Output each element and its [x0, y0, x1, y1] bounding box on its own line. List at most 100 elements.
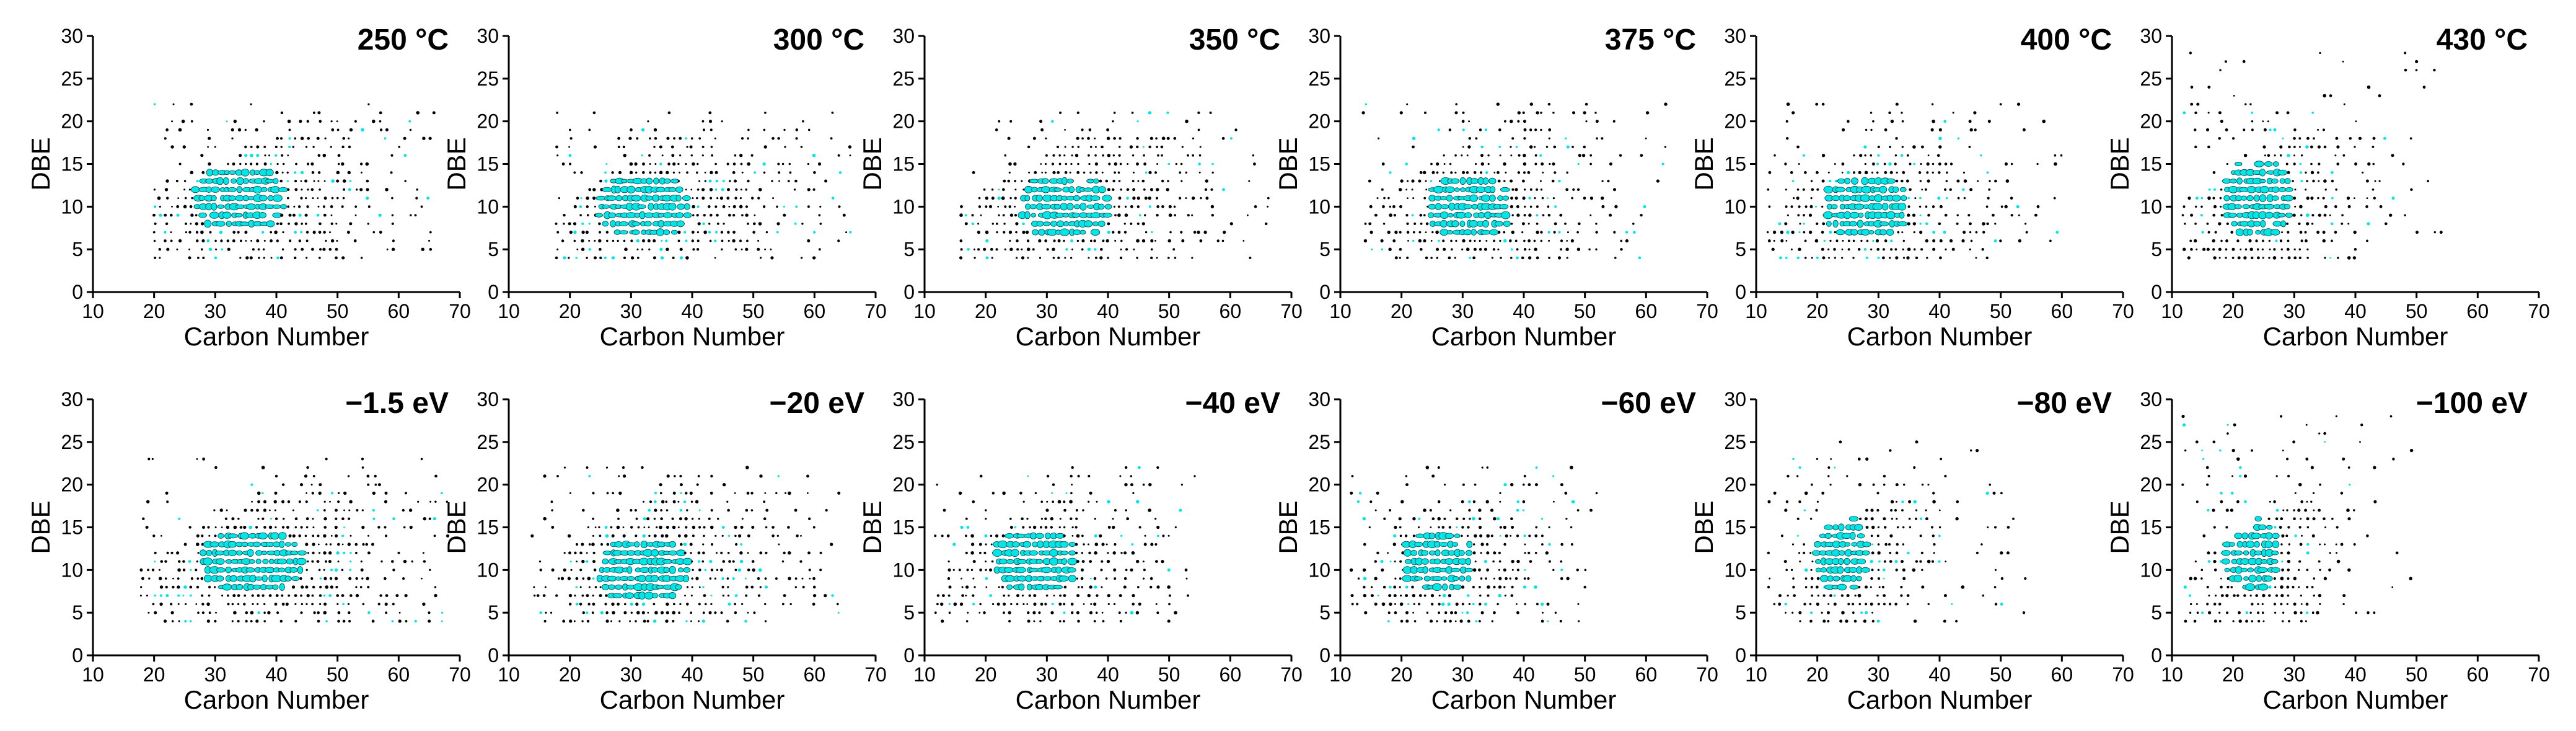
data-point — [306, 603, 308, 606]
data-point — [1493, 171, 1496, 174]
data-point — [838, 171, 842, 174]
data-point — [1861, 177, 1869, 185]
data-point — [1001, 534, 1005, 538]
data-point — [274, 509, 276, 512]
data-point — [1907, 551, 1910, 554]
data-point — [1112, 551, 1116, 555]
data-point — [1252, 154, 1255, 157]
data-point — [1089, 611, 1093, 614]
data-point — [1486, 466, 1489, 469]
data-point — [2190, 86, 2194, 89]
data-point — [224, 517, 227, 520]
data-point — [1609, 162, 1612, 166]
data-point — [197, 257, 200, 259]
data-point — [405, 492, 407, 495]
data-point — [1891, 195, 1901, 202]
data-point — [959, 213, 963, 217]
data-point — [2196, 102, 2200, 106]
data-point — [335, 534, 338, 538]
data-point — [276, 611, 279, 614]
data-point — [1247, 214, 1249, 216]
data-point — [154, 560, 156, 562]
data-point — [298, 239, 301, 242]
data-point — [188, 188, 191, 191]
data-point — [1938, 534, 1941, 538]
data-point — [776, 205, 778, 208]
data-point — [661, 534, 664, 538]
data-point — [1099, 179, 1102, 183]
data-point — [1919, 197, 1922, 200]
data-point — [1070, 257, 1073, 259]
data-point — [660, 509, 662, 512]
data-point — [646, 517, 650, 521]
data-point — [317, 543, 320, 546]
data-point — [675, 584, 682, 590]
data-point — [737, 568, 742, 572]
data-point — [1079, 202, 1087, 211]
data-point — [2378, 94, 2381, 97]
data-point — [726, 619, 729, 623]
data-point — [434, 474, 437, 478]
data-point — [1130, 568, 1133, 572]
data-point — [763, 128, 766, 131]
data-point — [660, 611, 664, 614]
data-point — [1802, 154, 1805, 157]
data-point — [1451, 248, 1453, 251]
data-point — [245, 567, 255, 573]
x-tick-label: 50 — [1990, 300, 2012, 322]
data-point — [1383, 223, 1386, 225]
data-point — [1077, 146, 1080, 148]
data-point — [1119, 594, 1122, 598]
data-point — [745, 508, 749, 512]
data-point — [1895, 102, 1899, 106]
data-point — [1089, 146, 1092, 148]
data-point — [1052, 154, 1055, 157]
data-point — [1431, 603, 1434, 606]
data-point — [1209, 111, 1212, 114]
data-point — [322, 247, 326, 251]
data-point — [1441, 576, 1448, 581]
data-point — [2293, 509, 2295, 512]
data-point — [1421, 558, 1429, 565]
data-point — [1180, 484, 1183, 486]
data-point — [250, 146, 253, 148]
data-point — [316, 136, 320, 140]
data-point — [1827, 475, 1830, 477]
data-point — [323, 569, 325, 571]
data-point — [759, 551, 763, 555]
data-point — [1829, 239, 1832, 242]
data-point — [2331, 239, 2333, 242]
data-point — [745, 188, 747, 191]
data-point — [1499, 239, 1501, 242]
data-point — [2280, 603, 2283, 606]
data-point — [319, 603, 322, 606]
data-point — [2372, 162, 2375, 166]
data-point — [1517, 111, 1521, 115]
data-point — [153, 239, 156, 242]
data-point — [1884, 239, 1888, 242]
data-point — [606, 543, 610, 546]
data-point — [1963, 171, 1965, 174]
data-point — [594, 256, 597, 260]
data-point — [1136, 257, 1138, 259]
data-point — [789, 171, 792, 174]
data-point — [371, 619, 375, 623]
data-point — [1827, 248, 1830, 250]
data-point — [1595, 223, 1598, 225]
data-point — [279, 179, 283, 183]
data-point — [1479, 247, 1482, 251]
data-point — [1827, 466, 1831, 469]
data-point — [385, 188, 389, 192]
data-point — [1892, 186, 1899, 193]
data-point — [2294, 492, 2297, 494]
data-point — [1070, 474, 1073, 478]
data-point — [1841, 248, 1844, 250]
data-point — [1510, 154, 1513, 157]
data-point — [1453, 575, 1459, 582]
data-point — [1504, 120, 1506, 123]
data-point — [341, 162, 345, 166]
data-point — [630, 508, 633, 512]
data-point — [728, 534, 731, 537]
data-point — [196, 577, 200, 580]
data-point — [1798, 247, 1801, 251]
